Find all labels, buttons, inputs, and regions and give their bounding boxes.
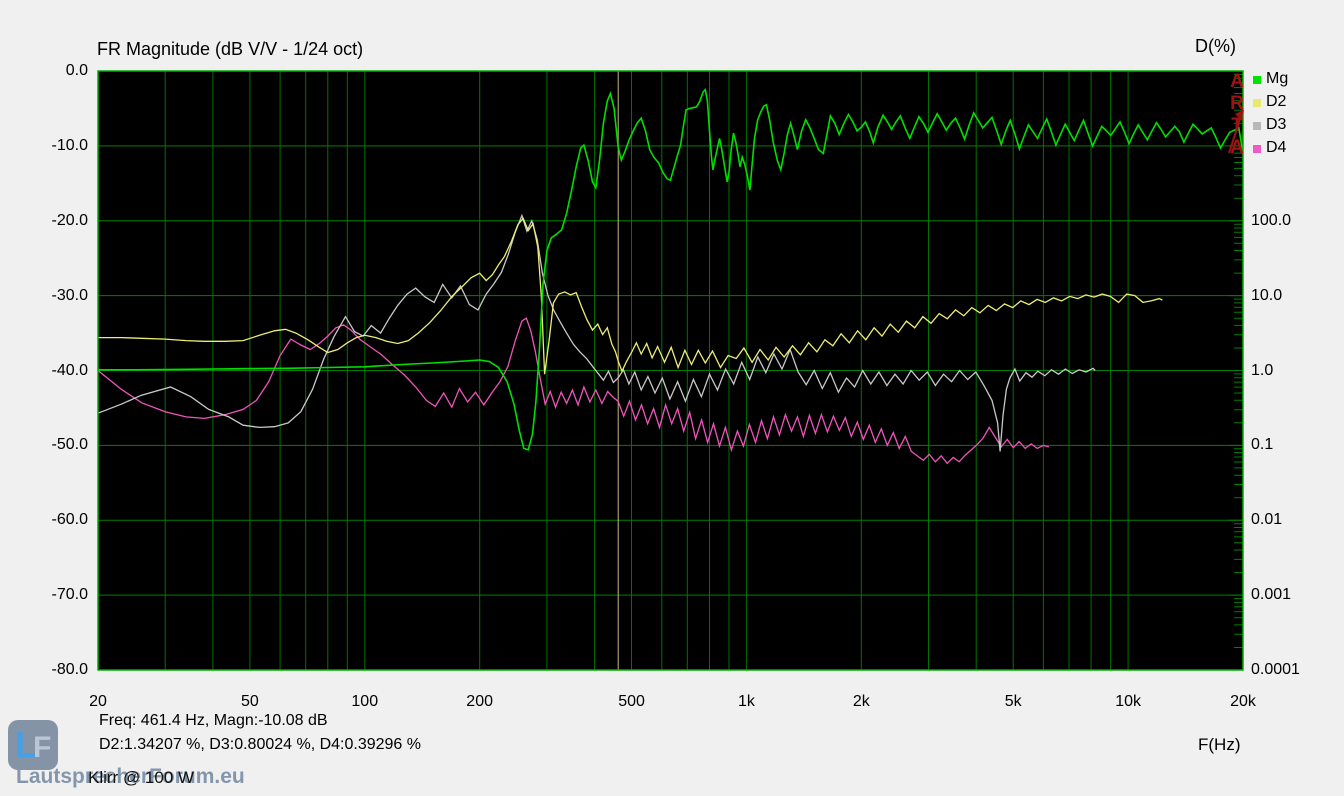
curve-d2 [98, 217, 1163, 375]
curve-mg [98, 88, 1243, 451]
x-axis-tick-label: 1k [737, 693, 755, 710]
left-axis-tick-label: -30.0 [51, 286, 88, 304]
arta-watermark-letter: A [1230, 71, 1244, 92]
left-axis-tick-label: -60.0 [51, 511, 88, 529]
arta-watermark-letter: A [1230, 137, 1244, 158]
x-axis-tick-label: 20k [1230, 693, 1256, 710]
x-axis-tick-label: 500 [618, 693, 645, 710]
left-axis-tick-label: 0.0 [65, 62, 88, 79]
arta-watermark-letter: R [1230, 93, 1244, 114]
left-axis-tick-label: -50.0 [51, 436, 88, 454]
lautsprecherforum-logo: L F [8, 720, 58, 770]
arta-watermark-letter: T [1231, 115, 1243, 136]
x-axis-tick-label: 50 [240, 693, 259, 710]
logo-letter-l: L [15, 724, 37, 765]
legend-swatch-icon [1253, 99, 1261, 107]
x-axis-tick-label: 100 [351, 693, 379, 710]
left-axis-tick-label: -20.0 [51, 211, 88, 229]
site-watermark-text: LautsprecherForum.eu [16, 765, 245, 788]
curve-d3 [98, 213, 1096, 452]
cursor-readout-line1: Freq: 461.4 Hz, Magn:-10.08 dB [99, 712, 328, 729]
measurement-note-text: Klirr @ 100 W [88, 768, 195, 787]
legend-label: Mg [1266, 70, 1289, 87]
right-axis-tick-label: 10.0 [1251, 286, 1283, 304]
legend-swatch-icon [1253, 145, 1261, 153]
right-axis-tick-label: 0.01 [1251, 511, 1283, 529]
right-axis-tick-label: 0.001 [1251, 586, 1292, 604]
curve-d4 [98, 317, 1050, 465]
x-axis-tick-label: 5k [1004, 693, 1022, 710]
right-axis-tick-label: 100.0 [1251, 211, 1292, 229]
logo-letter-f: F [33, 731, 52, 764]
x-axis-title: F(Hz) [1198, 735, 1241, 754]
x-axis-tick-label: 20 [89, 693, 107, 710]
left-axis-tick-label: -40.0 [51, 361, 88, 379]
legend-swatch-icon [1253, 122, 1261, 130]
left-axis-tick-label: -80.0 [51, 661, 88, 678]
right-axis-title: D(%) [1195, 36, 1236, 56]
plot-border [97, 70, 1244, 671]
arta-arrowhead-icon [1235, 110, 1243, 121]
right-axis-tick-label: 0.1 [1251, 436, 1274, 454]
right-axis-tick-label: 0.0001 [1251, 661, 1300, 678]
x-axis-tick-label: 200 [466, 693, 493, 710]
legend-label: D4 [1266, 139, 1287, 156]
x-axis-tick-label: 2k [852, 693, 870, 710]
distortion-readout-line2: D2:1.34207 %, D3:0.80024 %, D4:0.39296 % [99, 736, 421, 753]
left-axis-tick-label: -70.0 [51, 586, 88, 604]
legend-label: D3 [1266, 116, 1287, 133]
legend-swatch-icon [1253, 76, 1261, 84]
left-axis-tick-label: -10.0 [51, 136, 88, 154]
right-axis-tick-label: 1.0 [1251, 361, 1274, 379]
x-axis-tick-label: 10k [1115, 693, 1141, 710]
chart-title: FR Magnitude (dB V/V - 1/24 oct) [97, 39, 364, 59]
legend-label: D2 [1266, 93, 1287, 110]
